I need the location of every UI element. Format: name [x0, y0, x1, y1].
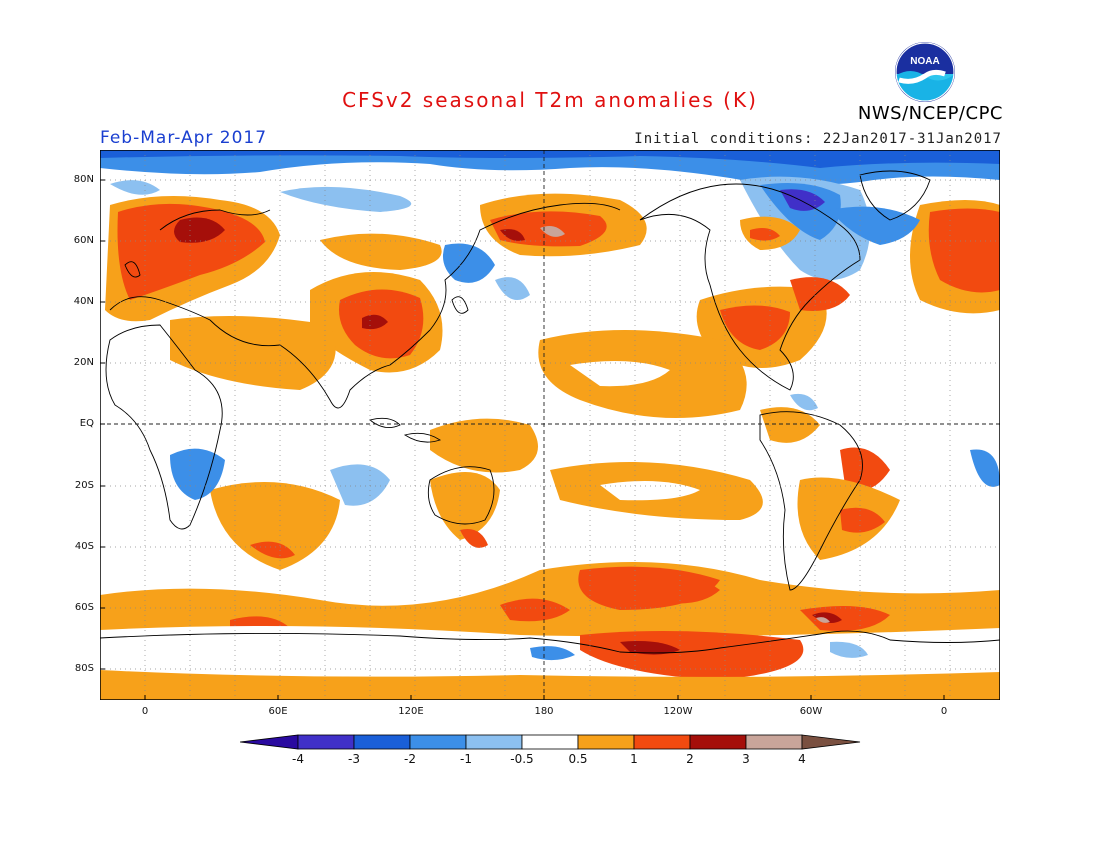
asia-warm-anomaly — [170, 233, 443, 390]
lat-label-60s: 60S — [74, 602, 94, 613]
east-siberia-warm-anomaly — [480, 193, 647, 257]
anomaly-map — [100, 150, 1000, 700]
colorbar-label-p2: 2 — [686, 752, 694, 766]
antarctica-anomaly — [100, 606, 1000, 700]
north-pacific-cool-anomaly — [442, 243, 530, 300]
plot-title: CFSv2 seasonal T2m anomalies (K) — [342, 88, 758, 112]
logo-text: NOAA — [910, 56, 939, 67]
colorbar-label-m1: -1 — [460, 752, 472, 766]
lon-label-180: 180 — [534, 706, 554, 717]
colorbar-label-m4: -4 — [292, 752, 304, 766]
lat-lon-grid — [100, 150, 1000, 700]
lat-label-80n: 80N — [73, 174, 94, 185]
colorbar-seg-1-05 — [465, 734, 523, 750]
lat-label-eq: EQ — [79, 418, 94, 429]
colorbar-seg-4-3 — [297, 734, 355, 750]
colorbar-label-m05: -0.5 — [510, 752, 534, 766]
arctic-cool-band — [100, 150, 1000, 212]
colorbar-seg-lt-4 — [240, 734, 299, 750]
lat-label-20n: 20N — [73, 357, 94, 368]
lon-label-60w: 60W — [799, 706, 823, 717]
lat-label-40n: 40N — [73, 296, 94, 307]
colorbar-seg-05-1 — [577, 734, 635, 750]
initial-conditions: Initial conditions: 22Jan2017-31Jan2017 — [634, 131, 1002, 147]
colorbar-seg-3-4 — [745, 734, 803, 750]
lon-label-0-right: 0 — [940, 706, 948, 717]
lat-label-80s: 80S — [74, 663, 94, 674]
colorbar-seg-3-2 — [353, 734, 411, 750]
lon-label-60e: 60E — [268, 706, 288, 717]
southern-africa-cool-anomaly — [170, 448, 1000, 506]
lon-label-0-left: 0 — [141, 706, 149, 717]
australia-warm-anomaly — [210, 472, 500, 570]
noaa-logo: NOAA — [895, 42, 955, 102]
tropical-pacific-warm-anomaly — [430, 330, 763, 520]
lat-label-60n: 60N — [73, 235, 94, 246]
colorbar-label-p3: 3 — [742, 752, 750, 766]
north-america-warm-anomaly — [696, 216, 850, 368]
agency-label: NWS/NCEP/CPC — [857, 103, 1003, 124]
colorbar-label-p1: 1 — [630, 752, 638, 766]
forecast-period: Feb-Mar-Apr 2017 — [100, 128, 268, 148]
colorbar-label-p4: 4 — [798, 752, 806, 766]
colorbar-seg-gt-4 — [801, 734, 861, 750]
colorbar-label-m3: -3 — [348, 752, 360, 766]
lon-label-120w: 120W — [663, 706, 693, 717]
south-america-anomaly — [760, 393, 900, 560]
europe-warm-anomaly — [105, 196, 1000, 322]
lon-label-120e: 120E — [398, 706, 424, 717]
colorbar-seg-2-1 — [409, 734, 467, 750]
colorbar-seg-neutral — [521, 734, 579, 750]
lat-label-40s: 40S — [74, 541, 94, 552]
coastlines — [100, 170, 1000, 654]
colorbar-label-p05: 0.5 — [568, 752, 588, 766]
colorbar-seg-1-2 — [633, 734, 691, 750]
colorbar-label-m2: -2 — [404, 752, 416, 766]
lat-label-20s: 20S — [74, 480, 94, 491]
canada-cool-anomaly — [740, 176, 920, 280]
colorbar — [240, 734, 861, 750]
colorbar-seg-2-3 — [689, 734, 747, 750]
reference-lines — [100, 150, 1000, 700]
